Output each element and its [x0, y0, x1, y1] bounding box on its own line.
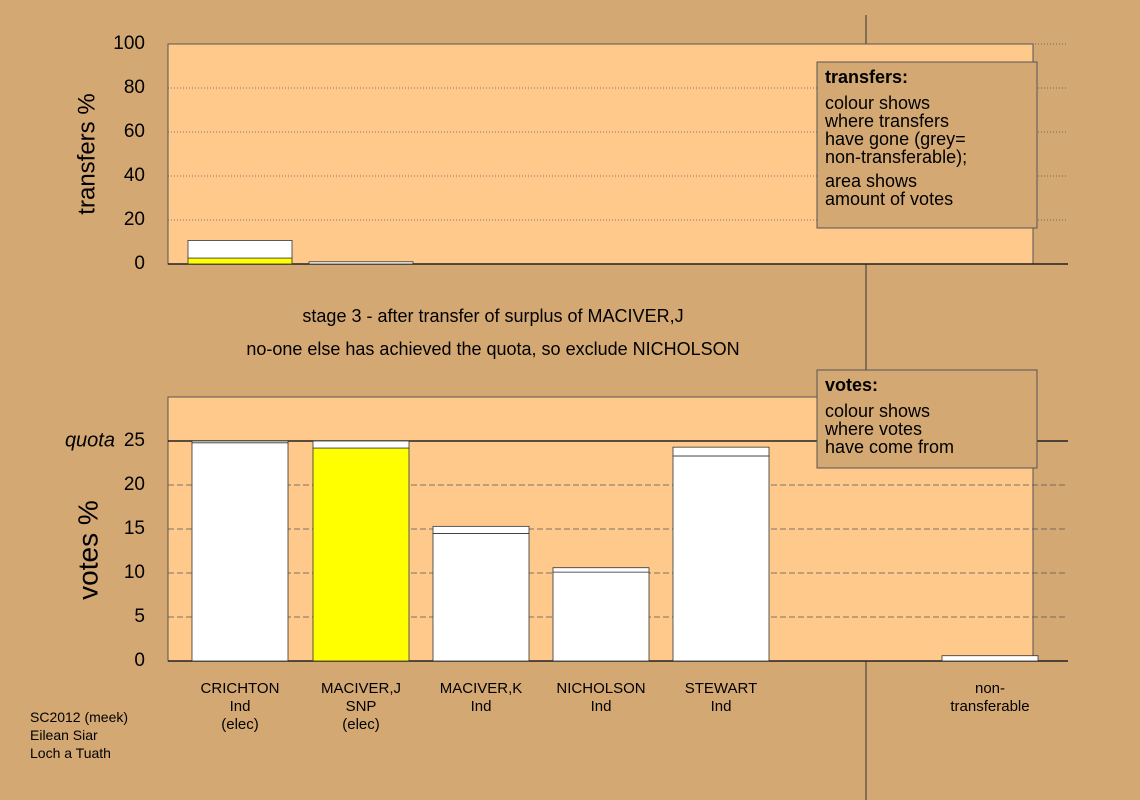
- x-tick-label: non- transferable: [950, 680, 1030, 715]
- y-tick-label: 60: [124, 121, 145, 142]
- x-tick-label: CRICHTON Ind (elec): [200, 680, 280, 733]
- x-tick-label: NICHOLSON Ind: [556, 680, 646, 715]
- y-axis-label: votes %: [72, 500, 103, 600]
- y-tick-label: 0: [134, 253, 145, 274]
- bar-segment: [191, 442, 289, 662]
- y-tick-label: 20: [124, 474, 145, 495]
- bar-segment: [672, 455, 770, 662]
- annotation: votes: colour shows where votes have come…: [825, 376, 1031, 462]
- y-tick-label: 25: [124, 430, 145, 451]
- annotation-box: [816, 61, 1038, 229]
- chart-title: stage 3 - after transfer of surplus of M…: [302, 306, 684, 326]
- footer: SC2012 (meek) Eilean Siar Loch a Tuath: [30, 709, 129, 761]
- bar-segment: [191, 440, 289, 444]
- annotation-text: colour shows where transfers have gone (…: [825, 93, 968, 167]
- annotation-heading: votes:: [825, 375, 879, 395]
- x-tick-label: MACIVER,J SNP (elec): [320, 680, 401, 733]
- y-tick-label: 20: [124, 209, 145, 230]
- bar-segment: [187, 240, 293, 259]
- chart-subtitle: no-one else has achieved the quota, so e…: [246, 339, 740, 359]
- annotation-heading: transfers:: [825, 67, 909, 87]
- bar-segment: [312, 440, 410, 449]
- annotation-text: colour shows where votes have come from: [825, 401, 955, 457]
- annotation: transfers: colour shows where transfers h…: [825, 68, 1031, 214]
- bar-segment: [432, 533, 530, 662]
- annotation-box: [816, 369, 1038, 469]
- quota-label: quota: [65, 429, 115, 451]
- bar-segment: [552, 571, 650, 662]
- x-tick-label: STEWART Ind: [684, 680, 758, 715]
- y-axis-label: transfers %: [73, 93, 100, 214]
- bar-segment: [308, 261, 414, 265]
- y-tick-label: 80: [124, 77, 145, 98]
- y-tick-label: 100: [113, 33, 145, 54]
- bar-segment: [552, 567, 650, 573]
- y-tick-label: 40: [124, 165, 145, 186]
- bar-segment: [672, 446, 770, 457]
- bar-segment: [432, 525, 530, 534]
- bar-segment: [187, 257, 293, 265]
- y-tick-label: 5: [134, 606, 145, 627]
- x-tick-label: MACIVER,K Ind: [439, 680, 523, 715]
- y-tick-label: 15: [124, 518, 145, 539]
- y-tick-label: 0: [134, 650, 145, 671]
- bar-segment: [312, 447, 410, 662]
- y-tick-label: 10: [124, 562, 145, 583]
- bar-segment: [941, 655, 1039, 662]
- annotation-text: area shows amount of votes: [825, 171, 954, 209]
